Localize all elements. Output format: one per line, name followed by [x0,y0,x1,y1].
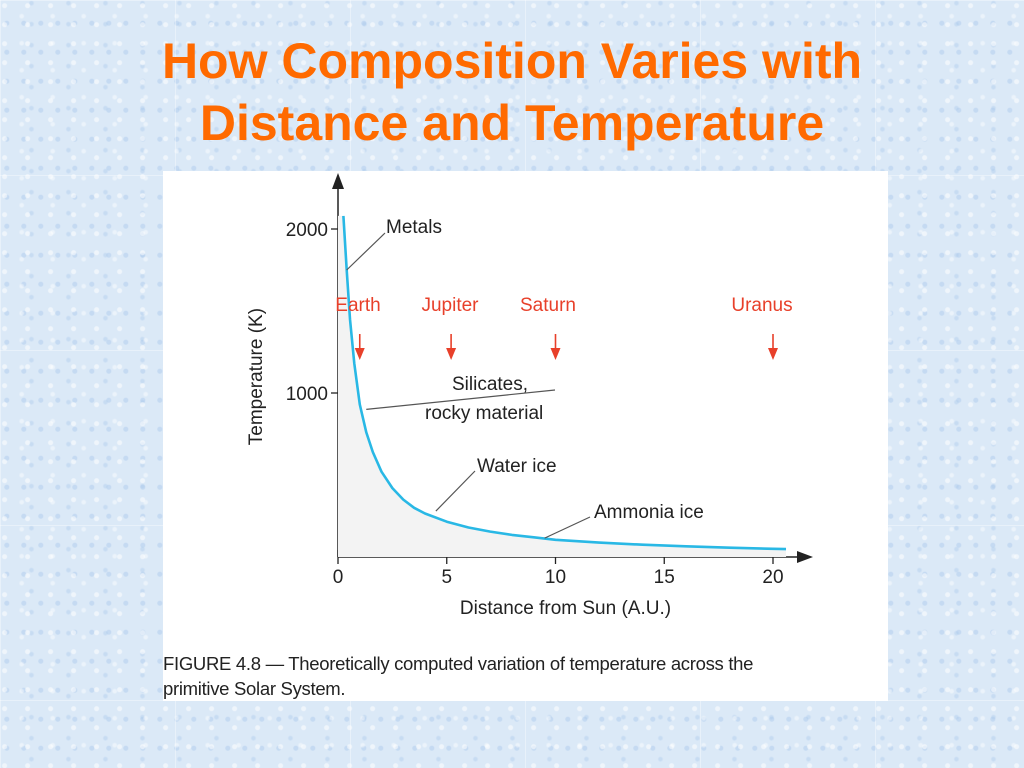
annotation-label: Water ice [477,456,557,477]
x-tick-label: 0 [333,567,344,588]
annotation-label: rocky material [425,403,543,424]
temperature-chart: 0 5 10 15 20 1000 2000 Distance from Sun (A.U.)… [246,173,813,619]
x-axis-arrow [797,551,813,563]
annotation-leader [366,389,556,410]
curve-shading [338,215,787,557]
caption-line-2: primitive Solar System. [163,678,346,699]
x-tick-label: 15 [654,567,675,588]
caption-line-1: FIGURE 4.8 — Theoretically computed vari… [163,653,754,674]
slide-title: How Composition Varies with Distance and… [0,30,1024,154]
annotation-leader [544,516,591,539]
x-axis-label: Distance from Sun (A.U.) [460,598,671,619]
planet-arrow-head [446,348,457,360]
y-tick-label: 2000 [286,220,328,241]
annotation-label: Metals [386,217,442,238]
x-tick-label: 10 [545,567,566,588]
planet-label: Saturn [520,295,576,316]
figure-caption: FIGURE 4.8 — Theoretically computed vari… [163,651,888,701]
temperature-curve [342,215,787,551]
y-axis-arrow [332,173,344,189]
x-tick-label: 5 [441,567,452,588]
figure-panel: 0 5 10 15 20 1000 2000 Distance from Sun (A.U.)… [163,171,888,701]
planet-arrow-head [550,348,561,360]
planet-label: Uranus [731,295,792,316]
y-tick-label: 1000 [286,384,328,405]
x-tick-label: 20 [762,567,783,588]
annotation-leader [435,470,476,512]
planet-arrow-head [768,348,778,360]
annotation-label: Silicates, [452,374,528,395]
planet-label: Earth [335,295,380,316]
title-line-2: Distance and Temperature [199,95,825,151]
annotation-leader [346,232,386,271]
planet-arrow-head [354,348,365,360]
annotation-label: Ammonia ice [594,502,704,523]
y-axis-label: Temperature (K) [246,308,267,445]
title-line-1: How Composition Varies with [161,33,863,89]
planet-label: Jupiter [421,295,479,316]
